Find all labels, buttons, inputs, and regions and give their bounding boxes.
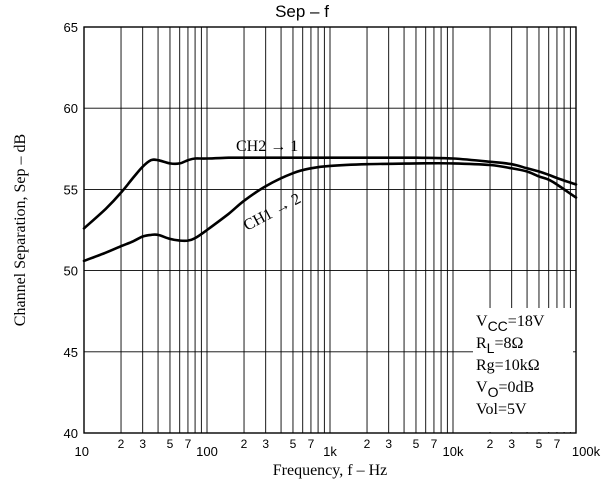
- y-tick-label: 45: [64, 345, 78, 360]
- y-tick-label: 55: [64, 182, 78, 197]
- plot-frame: [83, 26, 577, 434]
- condition-line: Rg=10kΩ: [476, 357, 540, 374]
- x-minor-tick-label: 7: [431, 437, 438, 451]
- x-decade-tick-label: 1k: [323, 444, 337, 459]
- y-tick-label: 40: [64, 426, 78, 441]
- x-minor-tick-label: 5: [536, 437, 543, 451]
- curve-label-ch2-to-1: CH2 → 1: [236, 138, 298, 155]
- y-axis-label: Channel Separation, Sep – dB: [12, 134, 29, 326]
- x-axis-label: Frequency, f – Hz: [273, 462, 387, 479]
- x-minor-tick-label: 2: [241, 437, 248, 451]
- series-line-ch2-to-1: [82, 156, 578, 230]
- x-minor-tick-label: 2: [487, 437, 494, 451]
- y-tick-label: 60: [64, 101, 78, 116]
- x-minor-tick-label: 7: [185, 437, 192, 451]
- x-minor-tick-label: 3: [139, 437, 146, 451]
- x-decade-tick-label: 10k: [443, 444, 464, 459]
- x-minor-tick-label: 2: [364, 437, 371, 451]
- y-tick-labels: 40 45 50 55 60 65: [64, 20, 78, 441]
- series-line-ch1-to-2: [82, 161, 578, 263]
- condition-line: Vol=5V: [476, 401, 527, 418]
- x-minor-tick-label: 3: [385, 437, 392, 451]
- x-minor-tick-label: 2: [118, 437, 125, 451]
- x-decade-tick-label: 10: [75, 444, 89, 459]
- chart-title: Sep – f: [275, 2, 329, 21]
- x-minor-tick-label: 5: [167, 437, 174, 451]
- x-minor-tick-label: 5: [290, 437, 297, 451]
- condition-line: RL=8Ω: [476, 335, 523, 356]
- x-minor-tick-label: 7: [554, 437, 561, 451]
- x-minor-tick-label: 3: [508, 437, 515, 451]
- x-minor-tick-label: 7: [308, 437, 315, 451]
- x-tick-labels: 2 3 5 7 2 3 5 7 2 3 5 7 2 3 5 710 100 1k 10k 100k: [75, 437, 601, 459]
- y-tick-label: 50: [64, 264, 78, 279]
- series-lines: [82, 156, 578, 263]
- x-decade-tick-label: 100: [196, 444, 218, 459]
- y-tick-label: 65: [64, 20, 78, 35]
- x-decade-tick-label: 100k: [572, 444, 601, 459]
- x-minor-tick-label: 5: [413, 437, 420, 451]
- condition-line: VO=0dB: [476, 379, 534, 400]
- condition-line: VCC=18V: [476, 313, 545, 334]
- x-minor-tick-label: 3: [262, 437, 269, 451]
